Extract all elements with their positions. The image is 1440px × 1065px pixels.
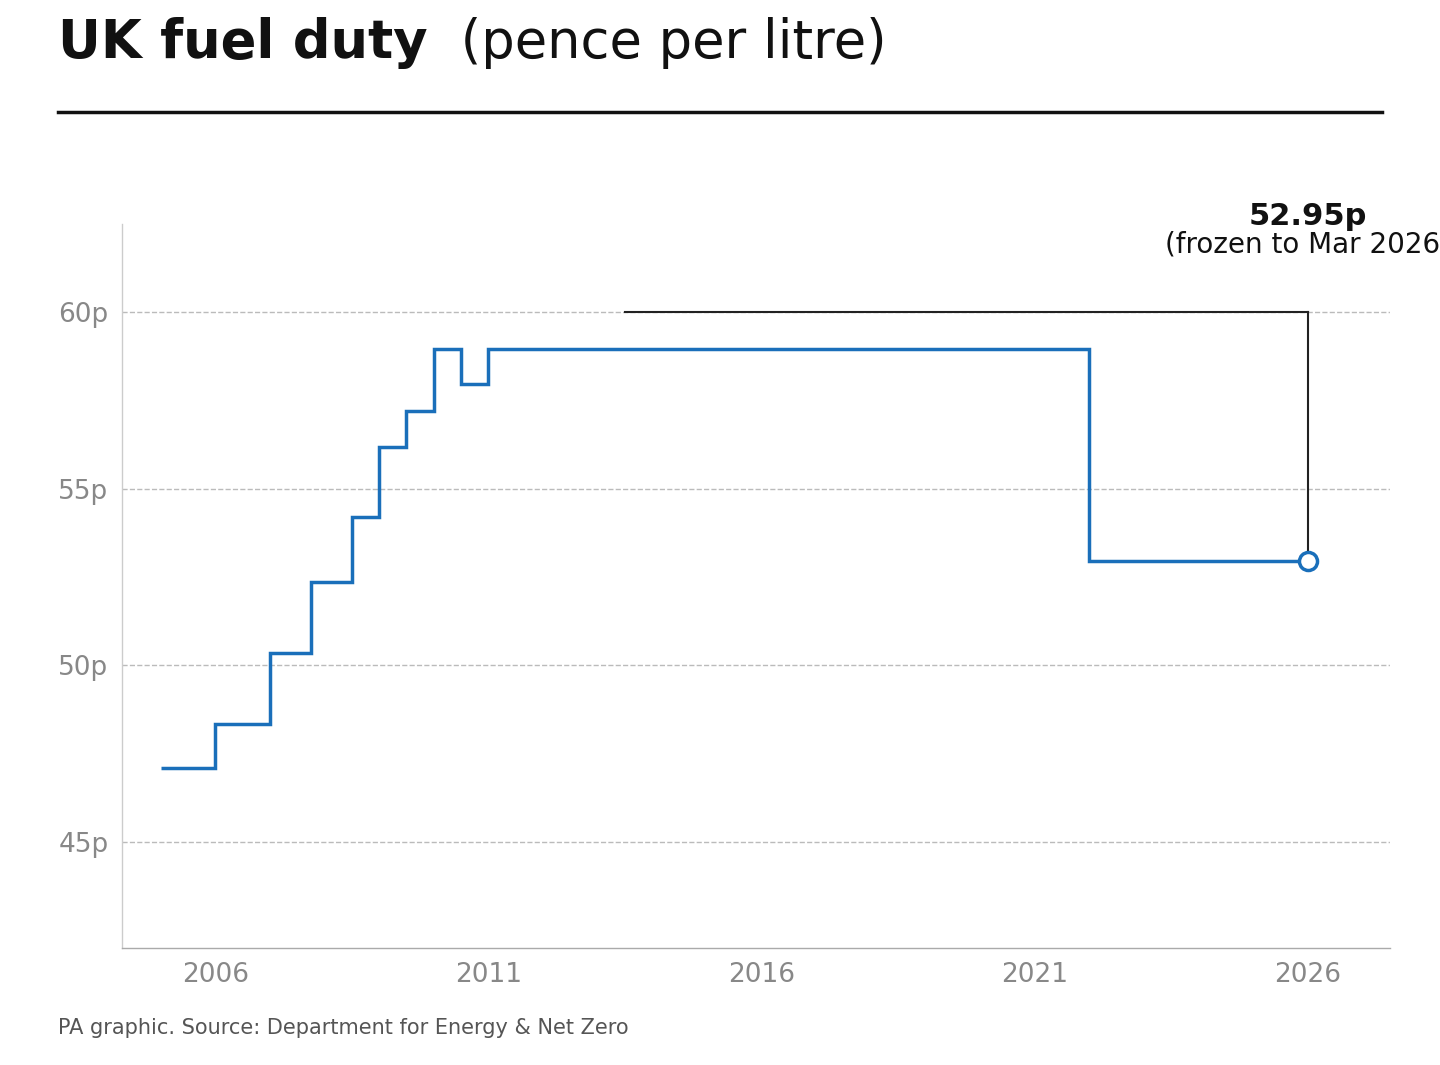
Text: (pence per litre): (pence per litre) [444, 17, 886, 69]
Text: (frozen to Mar 2026): (frozen to Mar 2026) [1165, 231, 1440, 259]
Text: PA graphic. Source: Department for Energy & Net Zero: PA graphic. Source: Department for Energ… [58, 1018, 628, 1038]
Text: 52.95p: 52.95p [1248, 201, 1367, 231]
Text: UK fuel duty: UK fuel duty [58, 17, 428, 69]
